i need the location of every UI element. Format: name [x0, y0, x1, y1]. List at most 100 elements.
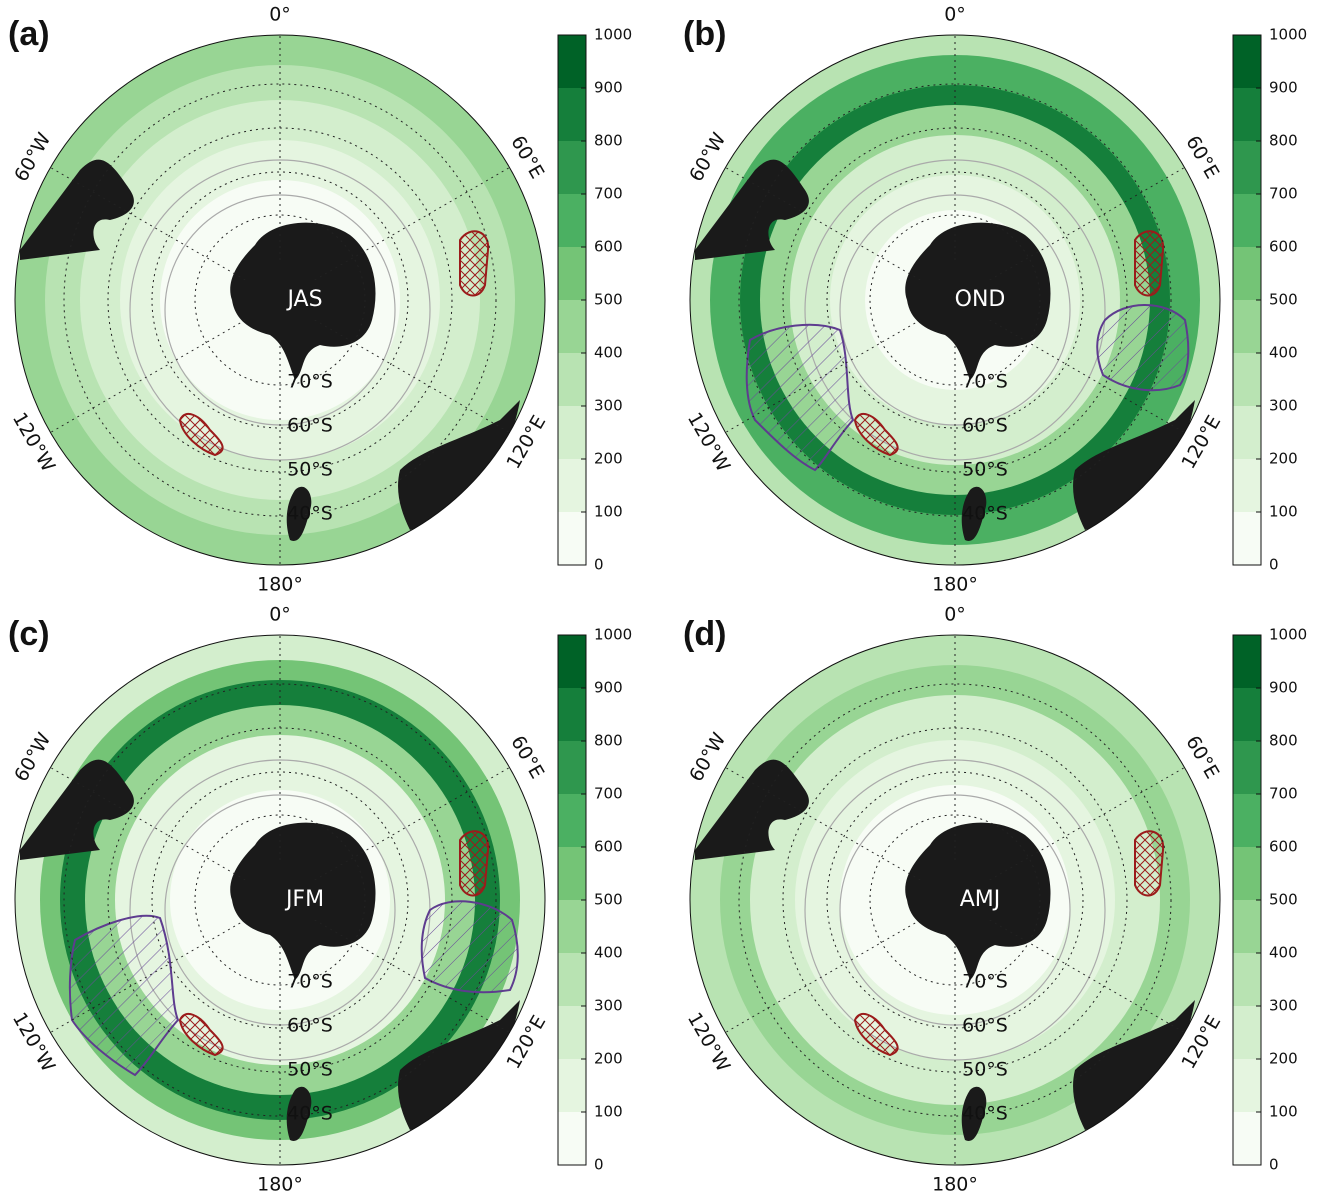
colorbar-tick-label: 400	[1269, 344, 1298, 362]
colorbar-band	[558, 741, 586, 794]
colorbar-tick-label: 300	[594, 397, 623, 415]
colorbar-tick-label: 1000	[1269, 26, 1307, 44]
lat-label: 40°S	[287, 1103, 333, 1125]
colorbar-band	[1233, 635, 1261, 688]
lat-label: 40°S	[962, 503, 1008, 525]
meridian	[50, 919, 246, 1033]
colorbar-band	[558, 141, 586, 194]
panel: (d)AMJ70°S60°S50°S40°S0°60°E120°E180°120…	[683, 604, 1307, 1196]
colorbar-tick-label: 800	[594, 732, 623, 750]
lat-label: 70°S	[962, 371, 1008, 393]
colorbar-tick-label: 900	[1269, 79, 1298, 97]
colorbar-band	[558, 635, 586, 688]
colorbar-tick-label: 500	[1269, 291, 1298, 309]
lat-label: 50°S	[962, 1059, 1008, 1081]
meridian	[725, 767, 921, 881]
latitude-circle	[63, 83, 497, 517]
latitude-circle	[151, 171, 409, 429]
colorbar-band	[1233, 1059, 1261, 1112]
latitude-circle	[194, 814, 366, 986]
hatch-region	[178, 412, 224, 457]
lat-label: 50°S	[962, 459, 1008, 481]
colorbar-tick-label: 400	[1269, 944, 1298, 962]
colorbar-band	[1233, 1006, 1261, 1059]
colorbar-band	[558, 1112, 586, 1165]
meridian	[725, 167, 921, 281]
colorbar-band	[1233, 688, 1261, 741]
colorbar-tick-label: 200	[1269, 1050, 1298, 1068]
landmass	[1073, 400, 1195, 530]
colorbar-band	[1233, 900, 1261, 953]
lon-label: 180°	[257, 1174, 303, 1196]
colorbar-band	[558, 847, 586, 900]
colorbar-band	[558, 688, 586, 741]
landmass	[286, 1086, 312, 1141]
lon-label: 0°	[269, 604, 291, 626]
landmass	[695, 159, 809, 260]
antarctica	[905, 222, 1051, 380]
panel: (a)JAS70°S60°S50°S40°S0°60°E120°E180°120…	[8, 4, 632, 596]
colorbar-tick-label: 200	[594, 450, 623, 468]
colorbar-band	[558, 35, 586, 88]
landmass	[20, 759, 134, 860]
colorbar-tick-label: 1000	[1269, 626, 1307, 644]
map-border	[14, 34, 546, 566]
latitude-circle	[826, 171, 1084, 429]
colorbar-band	[558, 1059, 586, 1112]
landmass	[1073, 1000, 1195, 1130]
lon-label: 0°	[944, 604, 966, 626]
lat-label: 60°S	[962, 415, 1008, 437]
latitude-circle	[869, 814, 1041, 986]
meridian	[989, 167, 1185, 281]
colorbar-tick-label: 700	[1269, 785, 1298, 803]
colorbar-tick-label: 800	[1269, 132, 1298, 150]
lon-label: 0°	[944, 4, 966, 26]
colorbar-tick-label: 600	[594, 838, 623, 856]
colorbar-tick-label: 700	[1269, 185, 1298, 203]
meridian	[314, 767, 510, 881]
colorbar-band	[1233, 953, 1261, 1006]
colorbar-tick-label: 0	[594, 556, 604, 574]
colorbar-band	[1233, 406, 1261, 459]
latitude-circle	[869, 214, 1041, 386]
colorbar-tick-label: 500	[1269, 891, 1298, 909]
latitude-circle	[194, 214, 366, 386]
colorbar-tick-label: 600	[594, 238, 623, 256]
landmass	[20, 159, 134, 260]
colorbar-tick-label: 500	[594, 291, 623, 309]
hatch-region	[853, 1012, 899, 1057]
colorbar-tick-label: 400	[594, 944, 623, 962]
hatch-region	[1096, 304, 1190, 392]
colorbar-band	[1233, 741, 1261, 794]
lat-label: 70°S	[287, 371, 333, 393]
lat-label: 50°S	[287, 459, 333, 481]
landmass	[961, 1086, 987, 1141]
hatch-region	[745, 323, 855, 472]
landmass	[695, 759, 809, 860]
map	[15, 635, 545, 1165]
lon-label: 0°	[269, 4, 291, 26]
lat-label: 40°S	[287, 503, 333, 525]
colorbar-tick-label: 200	[594, 1050, 623, 1068]
map	[690, 635, 1220, 1165]
antarctica	[905, 822, 1051, 980]
meridian	[314, 919, 510, 1033]
colorbar-band	[1233, 1112, 1261, 1165]
hatch-region	[853, 412, 899, 457]
hatch-region	[68, 914, 180, 1077]
colorbar-band	[558, 406, 586, 459]
lat-label: 60°S	[287, 1015, 333, 1037]
colorbar-band	[558, 194, 586, 247]
colorbar-tick-label: 1000	[594, 626, 632, 644]
lat-label: 70°S	[287, 971, 333, 993]
colorbar-tick-label: 600	[1269, 838, 1298, 856]
lat-label: 60°S	[962, 1015, 1008, 1037]
lon-label: 180°	[932, 574, 978, 596]
lon-label: 180°	[932, 1174, 978, 1196]
colorbar-tick-label: 0	[1269, 1156, 1279, 1174]
landmass	[286, 486, 312, 541]
colorbar-tick-label: 400	[594, 344, 623, 362]
colorbar-tick-label: 700	[594, 785, 623, 803]
colorbar-band	[558, 512, 586, 565]
